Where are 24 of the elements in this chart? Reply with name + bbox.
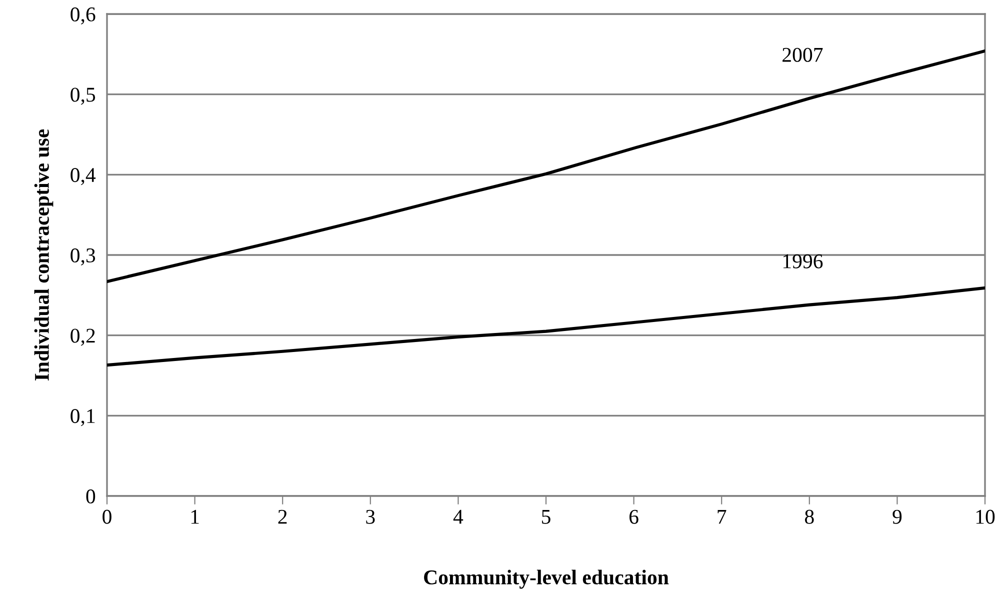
y-axis-title: Individual contraceptive use	[34, 129, 54, 380]
x-tick-label: 8	[804, 510, 814, 524]
x-tick-label: 0	[102, 510, 112, 524]
x-tick-label: 3	[366, 510, 375, 524]
x-tick-label: 2	[278, 510, 287, 524]
y-tick-label: 0,1	[70, 409, 95, 426]
y-tick-label: 0,2	[70, 328, 95, 346]
x-axis-title: Community-level education	[424, 570, 669, 589]
x-tick-label: 6	[629, 510, 638, 524]
y-tick-label: 0,3	[70, 248, 96, 266]
y-tick-label: 0,6	[70, 7, 96, 24]
x-tick-label: 7	[718, 510, 726, 524]
line-series	[107, 286, 985, 367]
x-tick-label: 9	[892, 510, 902, 524]
y-tick-label: 0,5	[70, 88, 96, 105]
series-label: 1996	[783, 254, 823, 268]
series-label: 2007	[782, 48, 823, 62]
y-tick-label: 0,4	[70, 168, 96, 186]
x-tick-label: 10	[976, 510, 995, 524]
line-series	[107, 49, 985, 284]
x-tick-label: 4	[453, 510, 464, 524]
y-tick-label: 0	[86, 489, 96, 504]
x-tick-label: 1	[191, 510, 199, 524]
x-tick-label: 5	[542, 510, 550, 524]
